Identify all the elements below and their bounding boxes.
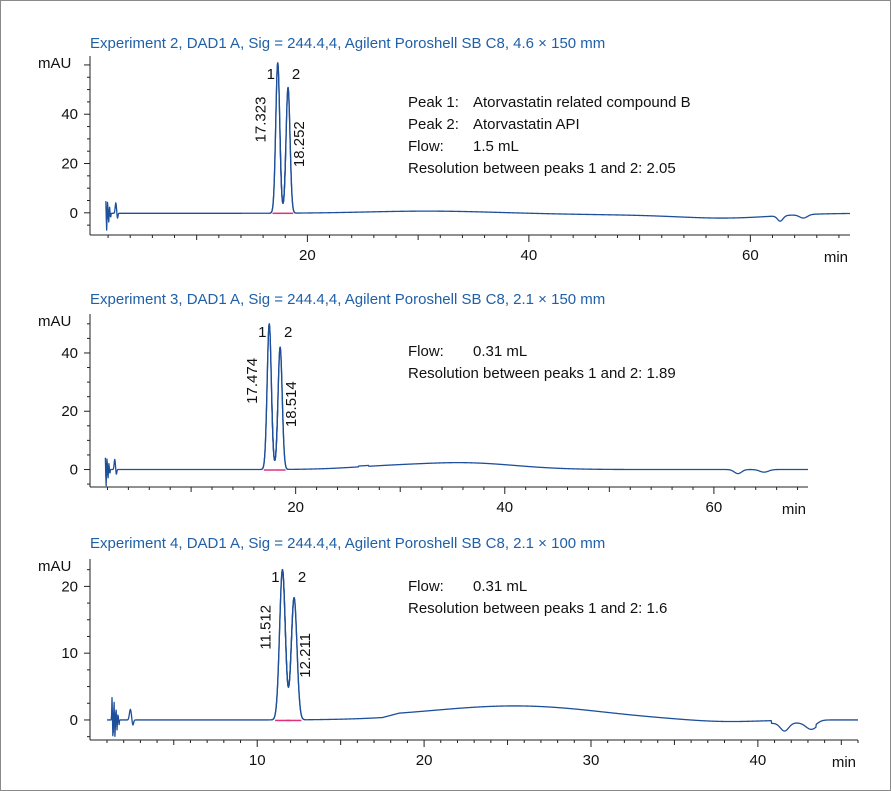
annotation-key: Flow:	[408, 343, 444, 360]
peak-1-retention-time: 17.474	[244, 358, 261, 404]
chart-title: Experiment 2, DAD1 A, Sig = 244.4,4, Agi…	[90, 35, 605, 52]
y-axis-unit: mAU	[38, 558, 71, 575]
peak-2-trace	[282, 570, 306, 721]
peak-1-number: 1	[258, 324, 266, 341]
peak-2-retention-time: 18.252	[291, 121, 308, 167]
y-tick-label: 40	[61, 106, 78, 123]
y-tick-label: 20	[61, 578, 78, 595]
y-tick-label: 0	[70, 462, 78, 479]
x-tick-label: 20	[416, 752, 433, 769]
peak-1-number: 1	[271, 569, 279, 586]
annotation-resolution: Resolution between peaks 1 and 2: 1.89	[408, 365, 676, 382]
x-tick-label: 40	[750, 752, 767, 769]
peak-2-number: 2	[298, 569, 306, 586]
annotation-value: 0.31 mL	[473, 578, 527, 595]
y-tick-label: 0	[70, 205, 78, 222]
y-axis-unit: mAU	[38, 55, 71, 72]
peak-2-number: 2	[292, 66, 300, 83]
chart-panel-4: Experiment 4, DAD1 A, Sig = 244.4,4, Agi…	[38, 535, 859, 771]
x-tick-label: 20	[287, 499, 304, 516]
chromatogram-trace	[104, 323, 809, 487]
x-axis-unit: min	[782, 501, 806, 518]
x-tick-label: 10	[249, 752, 266, 769]
annotation-key: Flow:	[408, 578, 444, 595]
x-tick-label: 40	[521, 247, 538, 264]
y-tick-label: 10	[61, 645, 78, 662]
annotation-resolution: Resolution between peaks 1 and 2: 1.6	[408, 600, 667, 617]
peak-2-number: 2	[284, 324, 292, 341]
peak-1-trace	[260, 323, 279, 471]
chart-panel-2: Experiment 2, DAD1 A, Sig = 244.4,4, Agi…	[38, 35, 851, 266]
annotation-key: Flow:	[408, 138, 444, 155]
x-tick-label: 40	[496, 499, 513, 516]
peak-1-trace	[269, 62, 287, 214]
chromatogram-trace	[105, 62, 851, 231]
x-tick-label: 30	[583, 752, 600, 769]
chart-title: Experiment 3, DAD1 A, Sig = 244.4,4, Agi…	[90, 291, 605, 308]
y-tick-label: 40	[61, 345, 78, 362]
annotation-value: Atorvastatin API	[473, 116, 580, 133]
peak-2-trace	[271, 346, 290, 470]
peak-1-number: 1	[267, 66, 275, 83]
chart-panel-3: Experiment 3, DAD1 A, Sig = 244.4,4, Agi…	[38, 291, 809, 518]
annotation-value: Atorvastatin related compound B	[473, 94, 691, 111]
y-tick-label: 20	[61, 156, 78, 173]
x-tick-label: 20	[299, 247, 316, 264]
x-axis-unit: min	[832, 754, 856, 771]
x-tick-label: 60	[706, 499, 723, 516]
y-axis-unit: mAU	[38, 313, 71, 330]
peak-2-retention-time: 18.514	[283, 381, 300, 427]
y-tick-label: 0	[70, 712, 78, 729]
annotation-key: Peak 1:	[408, 94, 459, 111]
chart-title: Experiment 4, DAD1 A, Sig = 244.4,4, Agi…	[90, 535, 605, 552]
chromatogram-trace	[106, 569, 859, 737]
peak-1-trace	[270, 568, 295, 721]
peak-2-retention-time: 12.211	[297, 633, 314, 678]
y-tick-label: 20	[61, 403, 78, 420]
x-tick-label: 60	[742, 247, 759, 264]
peak-1-retention-time: 11.512	[257, 605, 274, 650]
annotation-value: 1.5 mL	[473, 138, 519, 155]
x-axis-unit: min	[824, 249, 848, 266]
peak-1-retention-time: 17.323	[253, 97, 270, 143]
annotation-value: 0.31 mL	[473, 343, 527, 360]
peak-2-trace	[279, 86, 297, 214]
annotation-key: Peak 2:	[408, 116, 459, 133]
annotation-resolution: Resolution between peaks 1 and 2: 2.05	[408, 160, 676, 177]
